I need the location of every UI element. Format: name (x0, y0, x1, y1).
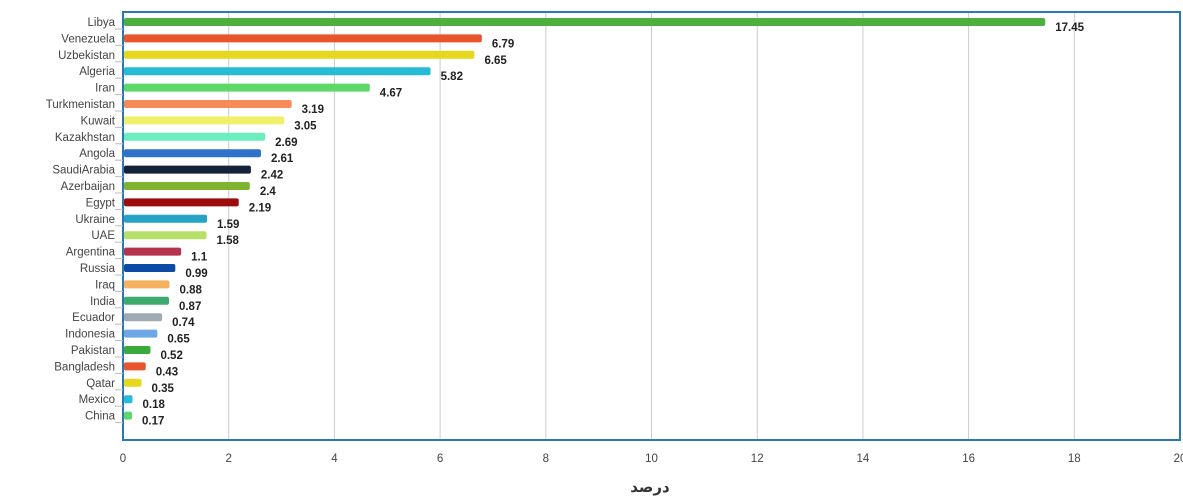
x-tick-label: 18 (1068, 453, 1081, 465)
bar (124, 264, 176, 272)
bar (124, 83, 370, 92)
value-label: 1.1 (191, 252, 208, 264)
category-label: Uzbekistan (58, 50, 115, 62)
bar (124, 313, 163, 322)
bar (124, 280, 170, 289)
bar (124, 362, 146, 371)
category-label: SaudiArabia (52, 165, 115, 177)
value-label: 6.65 (484, 55, 507, 67)
category-label: Pakistan (71, 345, 115, 357)
category-label: Russia (80, 263, 116, 275)
bar (124, 346, 151, 354)
value-label: 1.58 (217, 235, 240, 247)
category-label: Turkmenistan (46, 99, 115, 111)
category-label: Angola (79, 148, 115, 160)
category-label: Bangladesh (54, 361, 115, 373)
category-label: Kazakhstan (55, 132, 115, 144)
category-label: Libya (88, 17, 116, 29)
value-label: 0.35 (151, 383, 174, 395)
bars (124, 18, 1046, 420)
bar (124, 411, 132, 420)
bar (124, 329, 158, 338)
category-label: Ecuador (72, 312, 115, 324)
category-label: Iraq (95, 279, 115, 291)
bar (124, 182, 250, 190)
bar (124, 247, 182, 256)
category-label: Qatar (86, 378, 115, 390)
category-label: India (90, 296, 116, 308)
bar (124, 296, 169, 305)
x-tick-label: 14 (857, 453, 870, 465)
value-label: 2.42 (261, 170, 283, 182)
bar (124, 34, 482, 43)
x-tick-label: 10 (645, 453, 658, 465)
value-label: 3.05 (294, 120, 317, 132)
category-labels: Libya Venezuela Uzbekistan Algeria Iran Turkm… (46, 17, 123, 424)
category-label: Algeria (79, 66, 115, 78)
value-label: 0.74 (172, 317, 195, 329)
bar (124, 50, 475, 59)
value-label: 0.99 (185, 268, 207, 280)
value-label: 2.61 (271, 153, 294, 165)
bar (124, 100, 292, 108)
value-label: 6.79 (492, 38, 514, 50)
bar (124, 116, 285, 125)
category-label: Azerbaijan (61, 181, 115, 193)
bar (124, 231, 207, 240)
category-label: Kuwait (80, 115, 115, 127)
x-axis-title: درصد (630, 478, 670, 496)
value-label: 0.17 (142, 416, 164, 428)
value-label: 2.69 (275, 137, 297, 149)
x-tick-label: 6 (437, 453, 443, 465)
x-tick-label: 4 (331, 453, 338, 465)
value-label: 0.87 (179, 301, 201, 313)
value-label: 4.67 (380, 88, 402, 100)
bar (124, 165, 251, 174)
category-label: Mexico (79, 394, 115, 406)
gridlines (228, 12, 1075, 440)
value-label: 0.88 (180, 284, 203, 296)
x-tick-label: 12 (751, 453, 764, 465)
x-tick-labels: 0 2 4 6 8 10 12 14 16 18 20 (120, 453, 1183, 465)
bar (124, 149, 261, 158)
category-label: Indonesia (65, 329, 115, 341)
category-label: Ukraine (75, 214, 115, 226)
category-label: UAE (91, 230, 115, 242)
value-label: 2.4 (260, 186, 277, 198)
x-tick-label: 16 (962, 453, 975, 465)
value-label: 1.59 (217, 219, 239, 231)
value-labels: 17.45 6.79 6.65 5.82 4.67 3.19 3.05 2.69 2.61 2.4… (142, 22, 1085, 428)
value-label: 0.65 (167, 334, 190, 346)
category-label: Venezuela (61, 33, 115, 45)
bar (124, 378, 142, 387)
x-tick-label: 20 (1174, 453, 1183, 465)
value-label: 5.82 (441, 71, 463, 83)
bar (124, 67, 431, 76)
x-tick-label: 8 (543, 453, 549, 465)
value-label: 0.43 (156, 366, 178, 378)
value-label: 0.18 (143, 399, 166, 411)
x-tick-label: 2 (225, 453, 231, 465)
value-label: 3.19 (302, 104, 324, 116)
bar (124, 18, 1046, 26)
value-label: 17.45 (1055, 22, 1084, 34)
value-label: 0.52 (160, 350, 182, 362)
bar (124, 395, 133, 404)
bar (124, 132, 266, 141)
category-label: Iran (95, 83, 115, 95)
value-label: 2.19 (249, 202, 271, 214)
x-tick-label: 0 (120, 453, 126, 465)
category-label: Egypt (86, 197, 116, 209)
bar (124, 214, 208, 223)
category-label: China (85, 411, 116, 423)
category-label: Argentina (66, 247, 116, 259)
bar (124, 198, 239, 207)
